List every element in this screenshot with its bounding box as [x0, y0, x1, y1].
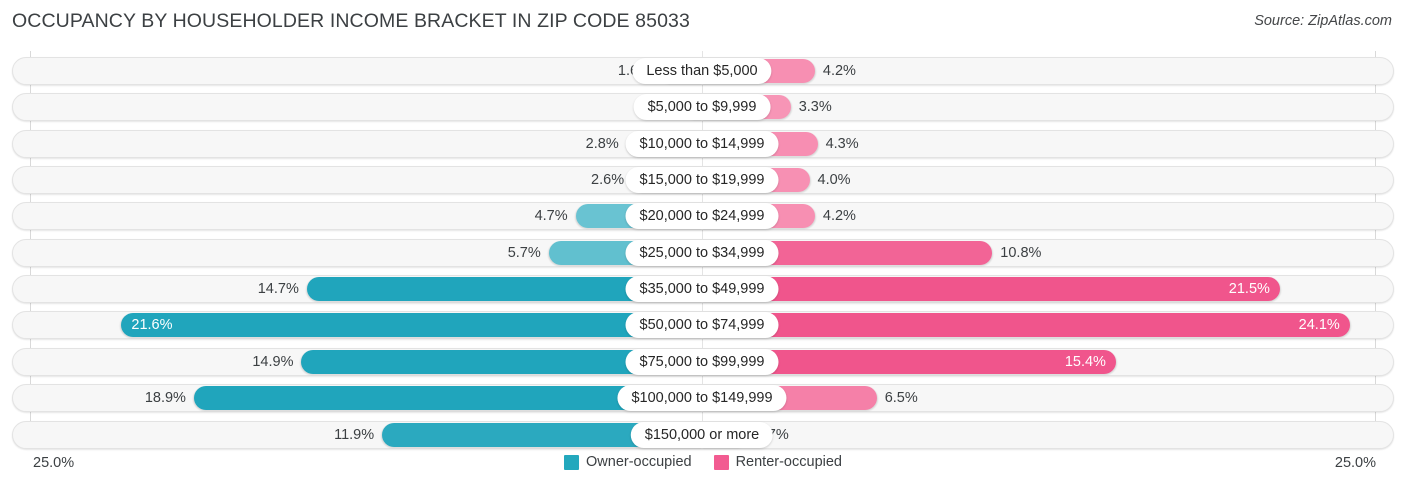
category-label: $150,000 or more	[630, 421, 774, 448]
category-label: $75,000 to $99,999	[625, 348, 779, 375]
table-row: 2.8% 4.3% $10,000 to $14,999	[12, 129, 1394, 158]
value-label-owner: 4.7%	[534, 208, 568, 225]
category-label: $50,000 to $74,999	[625, 312, 779, 339]
value-label-owner: 5.7%	[507, 244, 541, 261]
table-row: 21.6% 24.1% $50,000 to $74,999	[12, 311, 1394, 340]
value-label-renter: 4.0%	[817, 172, 851, 189]
value-label-owner: 11.9%	[334, 426, 375, 443]
chart-plot-area: 1.6%4.2%Less than $5,0000.66%3.3%$5,000 …	[0, 51, 1406, 449]
bar-renter-occupied	[702, 277, 1280, 302]
legend-swatch-icon	[713, 454, 729, 470]
legend-item[interactable]: Owner-occupied	[564, 454, 692, 470]
category-label: $25,000 to $34,999	[625, 239, 779, 266]
table-row: 18.9% 6.5% $100,000 to $149,999	[12, 384, 1394, 413]
value-label-renter: 4.2%	[822, 63, 856, 79]
bar-owner-occupied	[193, 386, 702, 411]
value-label-owner: 14.7%	[257, 281, 299, 298]
category-label: $35,000 to $49,999	[625, 276, 779, 303]
value-label-renter: 21.5%	[1228, 281, 1270, 298]
category-label: $15,000 to $19,999	[625, 167, 779, 194]
bar-owner-occupied	[121, 313, 702, 338]
table-row: 2.6% 4.0% $15,000 to $19,999	[12, 166, 1394, 195]
chart-footer: 25.0% 25.0% Owner-occupied Renter-occupie…	[0, 447, 1406, 487]
table-row: 11.9%1.7%$150,000 or more	[12, 420, 1394, 449]
value-label-owner: 21.6%	[131, 317, 173, 334]
category-label: $20,000 to $24,999	[625, 203, 779, 230]
value-label-renter: 24.1%	[1298, 317, 1340, 334]
category-label: $10,000 to $14,999	[625, 130, 779, 157]
table-row: 5.7% 10.8% $25,000 to $34,999	[12, 238, 1394, 267]
value-label-renter: 4.2%	[822, 208, 856, 225]
value-label-owner: 14.9%	[252, 353, 294, 370]
value-label-owner: 18.9%	[144, 390, 186, 407]
value-label-renter: 4.3%	[825, 135, 859, 152]
value-label-renter: 15.4%	[1064, 353, 1106, 370]
legend-item[interactable]: Renter-occupied	[713, 454, 842, 470]
value-label-renter: 3.3%	[798, 99, 832, 116]
axis-label-left: 25.0%	[33, 455, 75, 471]
category-label: $100,000 to $149,999	[617, 385, 787, 412]
value-label-owner: 2.8%	[585, 135, 619, 152]
category-label: $5,000 to $9,999	[633, 94, 771, 121]
value-label-renter: 10.8%	[1000, 244, 1042, 261]
category-label: Less than $5,000	[632, 58, 772, 84]
legend-swatch-icon	[564, 454, 580, 470]
table-row: 0.66%3.3%$5,000 to $9,999	[12, 93, 1394, 122]
table-row: 14.7% 21.5% $35,000 to $49,999	[12, 275, 1394, 304]
table-row: 1.6%4.2%Less than $5,000	[12, 57, 1394, 85]
bar-renter-occupied	[702, 313, 1350, 338]
source-attribution: Source: ZipAtlas.com	[1254, 13, 1392, 29]
page-title: OCCUPANCY BY HOUSEHOLDER INCOME BRACKET …	[12, 10, 690, 32]
axis-label-right: 25.0%	[1334, 455, 1376, 471]
chart-header: OCCUPANCY BY HOUSEHOLDER INCOME BRACKET …	[0, 0, 1406, 44]
value-label-renter: 6.5%	[884, 390, 918, 407]
legend-label: Owner-occupied	[586, 454, 692, 470]
value-label-owner: 2.6%	[591, 172, 625, 189]
legend-label: Renter-occupied	[735, 454, 842, 470]
table-row: 4.7% 4.2% $20,000 to $24,999	[12, 202, 1394, 231]
table-row: 14.9% 15.4% $75,000 to $99,999	[12, 347, 1394, 376]
chart-legend: Owner-occupied Renter-occupied	[564, 454, 842, 470]
